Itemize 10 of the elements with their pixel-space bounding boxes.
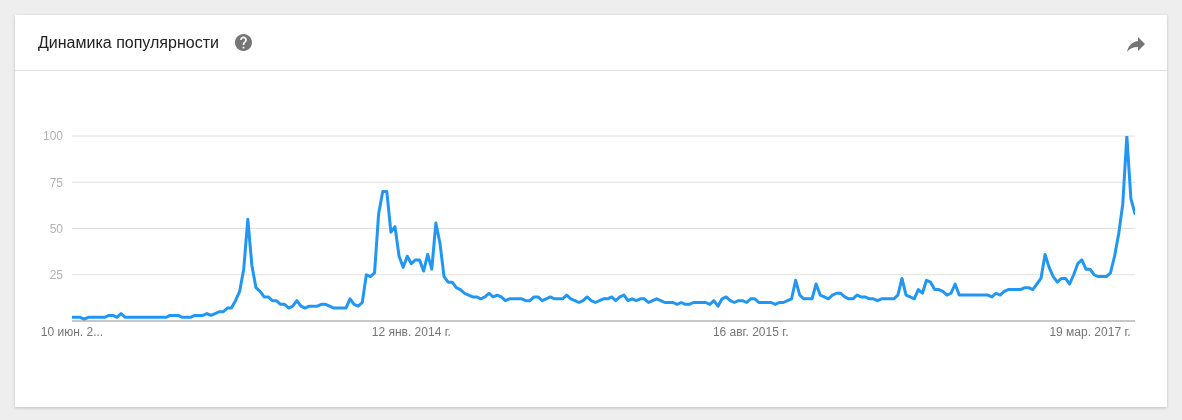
y-tick-label: 75 [49,175,64,190]
chart-title: Динамика популярности [38,33,219,52]
y-tick-label: 100 [42,129,64,144]
y-tick-label: 25 [49,268,64,283]
x-tick-label: 19 мар. 2017 г. [1049,324,1131,339]
x-tick-label: 10 июн. 2... [40,324,104,339]
x-tick-label: 16 авг. 2015 г. [712,324,789,339]
y-tick-label: 50 [49,221,64,236]
x-tick-label: 12 янв. 2014 г. [371,324,451,339]
line-series [72,136,1135,321]
